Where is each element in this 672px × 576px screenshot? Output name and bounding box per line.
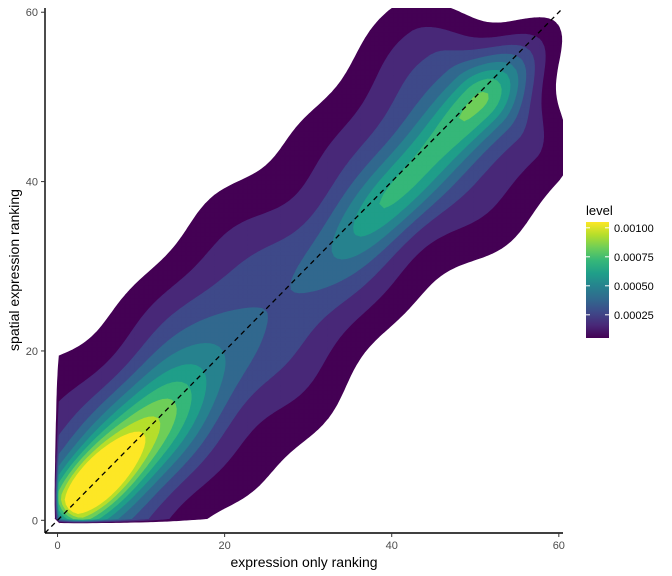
legend-tick-label: 0.00100 [614, 223, 654, 235]
density-contours [54, 8, 563, 524]
y-tick-label: 20 [26, 346, 38, 358]
x-tick-label: 60 [553, 540, 565, 552]
legend-tick-label: 0.00050 [614, 281, 654, 293]
x-axis-ticks: 0 20 40 60 [54, 533, 565, 552]
reference-line [44, 7, 564, 534]
legend: level 0.00100 0.00075 0.00050 0.00025 [586, 203, 654, 338]
legend-ticks: 0.00100 0.00075 0.00050 0.00025 [586, 223, 654, 322]
legend-tick-label: 0.00075 [614, 252, 654, 264]
legend-tick-label: 0.00025 [614, 310, 654, 322]
x-tick-label: 40 [386, 540, 398, 552]
legend-colorbar [586, 222, 609, 338]
x-axis-title: expression only ranking [230, 554, 377, 570]
legend-title: level [586, 203, 613, 218]
y-tick-label: 60 [26, 7, 38, 19]
x-tick-label: 0 [54, 540, 60, 552]
y-tick-label: 0 [32, 515, 38, 527]
x-tick-label: 20 [219, 540, 231, 552]
y-tick-label: 40 [26, 177, 38, 189]
y-axis-ticks: 0 20 40 60 [26, 7, 45, 527]
y-axis-title: spatial expression ranking [6, 189, 22, 351]
